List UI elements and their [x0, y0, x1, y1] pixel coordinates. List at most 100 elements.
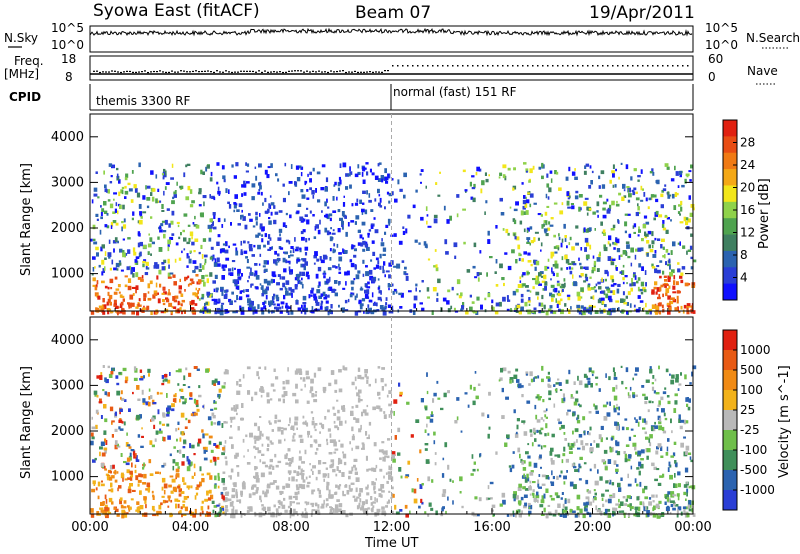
echo-cell	[268, 420, 271, 424]
echo-cell	[471, 175, 475, 178]
echo-cell	[95, 171, 98, 174]
echo-cell	[377, 366, 381, 369]
echo-cell	[689, 485, 693, 489]
echo-cell	[600, 170, 605, 175]
echo-cell	[554, 389, 558, 392]
echo-cell	[679, 275, 683, 279]
echo-cell	[498, 176, 501, 179]
echo-cell	[517, 244, 521, 250]
echo-cell	[311, 489, 316, 492]
echo-cell	[637, 286, 640, 292]
echo-cell	[539, 504, 544, 508]
echo-cell	[384, 231, 387, 235]
echo-cell	[202, 238, 207, 242]
echo-cell	[357, 367, 361, 372]
echo-cell	[129, 483, 133, 487]
echo-cell	[594, 480, 599, 486]
echo-cell	[252, 492, 256, 496]
echo-cell	[277, 237, 282, 241]
echo-cell	[578, 257, 580, 261]
echo-cell	[633, 168, 637, 172]
echo-cell	[290, 246, 294, 249]
echo-cell	[539, 454, 542, 459]
echo-cell	[172, 465, 175, 471]
echo-cell	[315, 440, 318, 444]
echo-cell	[378, 194, 381, 197]
echo-cell	[611, 200, 615, 206]
echo-cell	[432, 398, 435, 403]
x-axis-label: Time UT	[365, 536, 419, 551]
echo-cell	[373, 267, 376, 270]
echo-cell	[612, 513, 614, 517]
echo-cell	[670, 418, 672, 424]
echo-cell	[652, 401, 654, 404]
echo-cell	[377, 296, 382, 301]
echo-cell	[440, 513, 444, 517]
echo-cell	[334, 492, 337, 495]
echo-cell	[110, 221, 114, 227]
echo-cell	[644, 420, 648, 425]
echo-cell	[234, 267, 236, 270]
freq-mark	[354, 70, 356, 73]
echo-cell	[599, 194, 603, 198]
echo-cell	[520, 306, 524, 311]
echo-cell	[633, 187, 637, 191]
echo-cell	[332, 468, 336, 473]
echo-cell	[112, 165, 115, 168]
echo-cell	[456, 194, 460, 198]
echo-cell	[245, 256, 248, 259]
echo-cell	[100, 205, 102, 208]
echo-cell	[430, 414, 434, 417]
echo-cell	[427, 258, 431, 261]
echo-cell	[398, 240, 403, 245]
echo-cell	[295, 246, 299, 249]
echo-cell	[297, 368, 302, 374]
echo-cell	[653, 390, 656, 394]
echo-cell	[528, 461, 532, 467]
echo-cell	[595, 410, 599, 414]
echo-cell	[629, 503, 632, 508]
echo-cell	[641, 385, 645, 388]
freq-mark	[324, 71, 326, 73]
echo-cell	[307, 501, 310, 505]
echo-cell	[488, 426, 491, 430]
echo-cell	[340, 512, 345, 515]
echo-cell	[620, 298, 624, 303]
echo-cell	[240, 490, 243, 496]
echo-cell	[122, 204, 125, 210]
freq-mark	[297, 70, 299, 72]
echo-cell	[279, 276, 282, 280]
freq-mark	[285, 71, 287, 73]
echo-cell	[532, 481, 536, 484]
echo-cell	[124, 185, 127, 189]
echo-cell	[198, 251, 201, 255]
echo-cell	[674, 462, 678, 467]
echo-cell	[502, 499, 506, 505]
echo-cell	[296, 177, 301, 182]
echo-cell	[176, 450, 179, 453]
echo-cell	[256, 371, 259, 377]
echo-cell	[136, 310, 140, 316]
echo-cell	[402, 230, 406, 235]
echo-cell	[638, 470, 641, 476]
echo-cell	[672, 285, 676, 290]
echo-cell	[640, 281, 645, 287]
echo-cell	[544, 285, 547, 291]
echo-cell	[201, 478, 205, 483]
echo-cell	[223, 371, 226, 375]
echo-cell	[122, 238, 125, 241]
echo-cell	[91, 488, 96, 493]
echo-cell	[204, 258, 207, 264]
echo-cell	[294, 491, 298, 496]
echo-cell	[622, 496, 626, 499]
echo-cell	[600, 510, 603, 516]
echo-cell	[550, 217, 554, 220]
echo-cell	[547, 258, 550, 262]
echo-cell	[564, 438, 567, 441]
echo-cell	[171, 311, 173, 314]
echo-cell	[689, 245, 693, 250]
echo-cell	[421, 501, 424, 505]
echo-cell	[177, 383, 180, 386]
echo-cell	[548, 390, 552, 396]
